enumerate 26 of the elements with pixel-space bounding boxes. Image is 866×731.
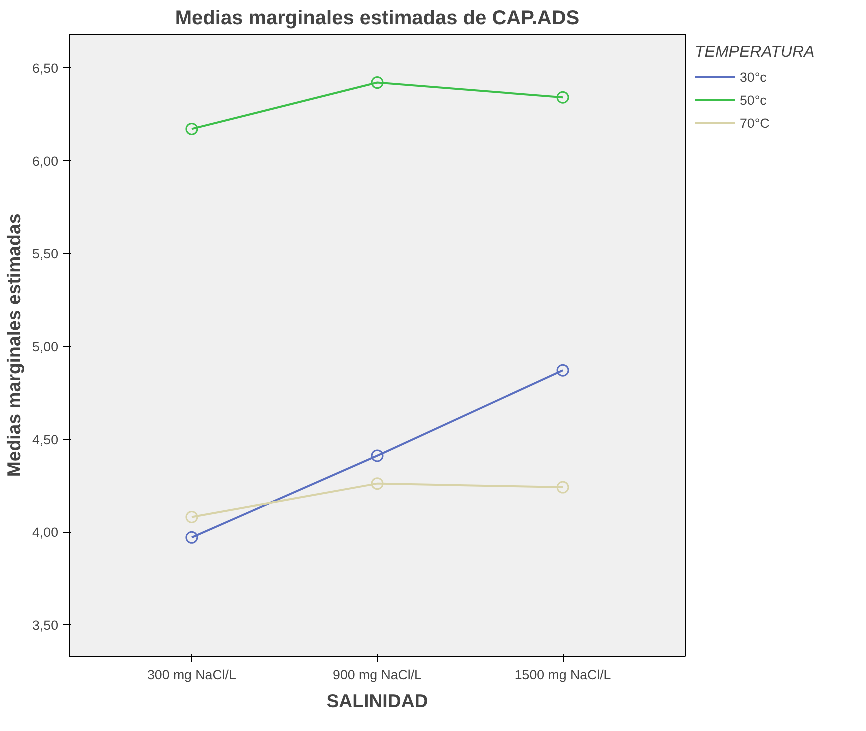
legend-label: 50°c <box>740 92 767 108</box>
point <box>186 122 198 136</box>
point <box>186 511 198 524</box>
point <box>556 91 570 104</box>
y-axis-title: Medias marginales estimadas <box>4 214 25 478</box>
y-tick-label: 5,50 <box>32 246 59 262</box>
x-tick-label: 300 mg NaCl/L <box>148 668 236 682</box>
point <box>371 450 384 462</box>
point <box>371 76 384 90</box>
x-tick-label: 900 mg NaCl/L <box>333 668 422 682</box>
y-tick-label: 4,50 <box>32 432 59 448</box>
point <box>186 531 198 544</box>
x-axis-title: SALINIDAD <box>326 690 428 712</box>
chart-title: Medias marginales estimadas de CAP.ADS <box>175 8 580 30</box>
legend-label: 70°C <box>740 116 770 130</box>
point <box>556 481 570 494</box>
legend-title: TEMPERATURA <box>695 44 815 62</box>
point <box>556 364 570 377</box>
y-tick-label: 3,50 <box>32 618 59 633</box>
x-tick-label: 1500 mg NaCl/L <box>514 668 612 682</box>
point <box>371 478 384 490</box>
y-tick-label: 5,00 <box>32 339 59 354</box>
y-tick-label: 6,50 <box>32 60 59 76</box>
legend-label: 30°c <box>740 70 767 84</box>
y-tick-label: 6,00 <box>32 154 59 169</box>
y-tick-label: 4,00 <box>32 525 59 540</box>
